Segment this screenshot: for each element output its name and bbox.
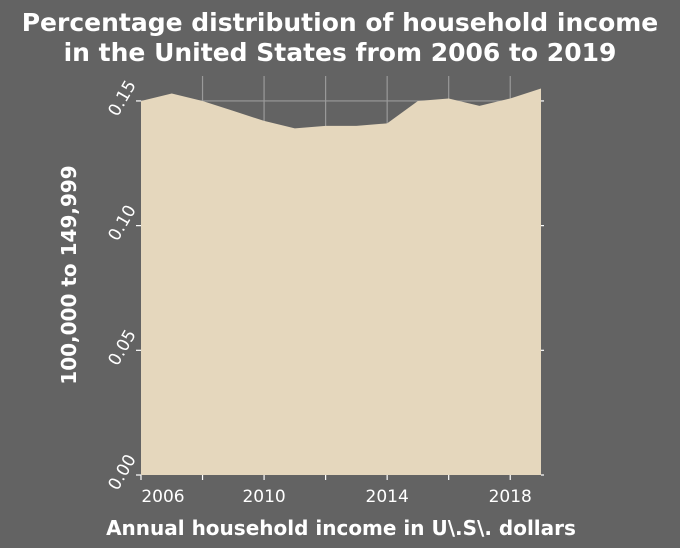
area-series (141, 88, 541, 475)
x-tick-label: 2010 (242, 487, 285, 507)
x-tick-label: 2014 (366, 487, 409, 507)
chart-title-line-1: Percentage distribution of household inc… (22, 8, 659, 37)
chart-title-line-2: in the United States from 2006 to 2019 (64, 38, 617, 67)
x-axis-title: Annual household income in U\.S\. dollar… (106, 516, 576, 540)
x-tick-label: 2018 (489, 487, 532, 507)
y-axis-title: 100,000 to 149,999 (57, 165, 81, 384)
x-tick-label: 2006 (141, 487, 184, 507)
